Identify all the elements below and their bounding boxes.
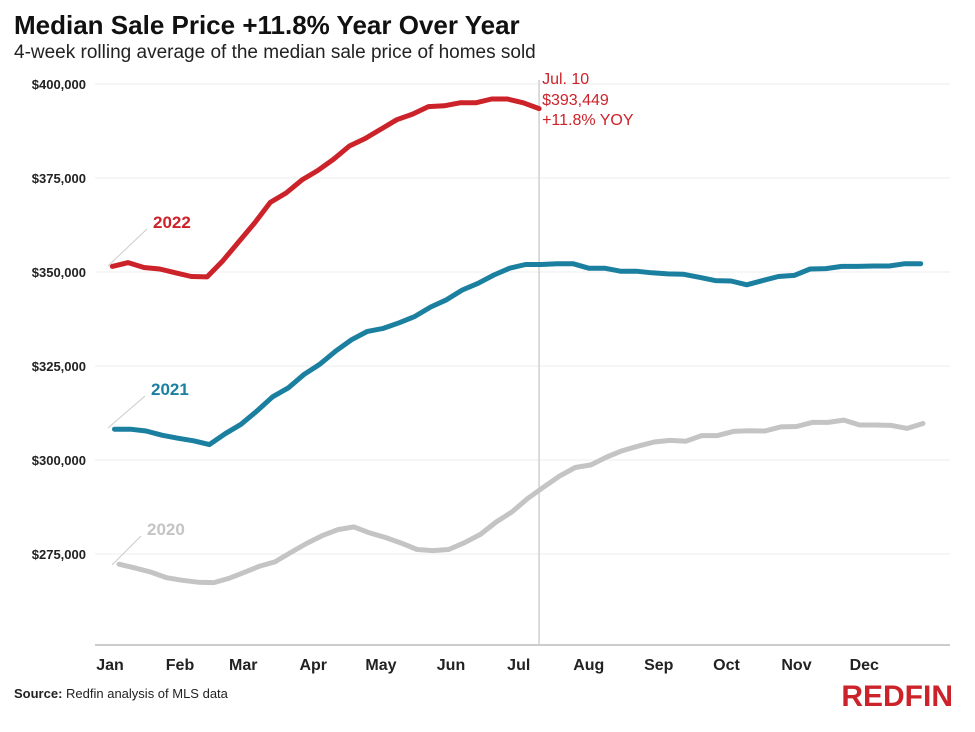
y-tick-label: $375,000 <box>32 171 86 186</box>
x-tick-label: Feb <box>166 657 195 674</box>
x-tick-label: Nov <box>781 657 811 674</box>
x-tick-label: Oct <box>713 657 740 674</box>
x-tick-label: Mar <box>229 657 257 674</box>
redfin-logo[interactable]: REDFIN <box>841 680 953 713</box>
annotation-change: +11.8% YOY <box>542 112 634 129</box>
annotation-date: Jul. 10 <box>542 71 589 88</box>
source-label: Source: <box>14 686 63 701</box>
x-tick-label: Aug <box>573 657 604 674</box>
x-tick-label: Jan <box>96 657 124 674</box>
y-tick-label: $350,000 <box>32 265 86 280</box>
series-label-2022: 2022 <box>153 213 191 232</box>
source-note: Source: Redfin analysis of MLS data <box>14 686 228 701</box>
x-tick-label: Sep <box>644 657 674 674</box>
y-tick-label: $300,000 <box>32 453 86 468</box>
series-label-leader <box>107 228 148 267</box>
series-label-leader <box>107 395 146 429</box>
chart-title: Median Sale Price +11.8% Year Over Year <box>14 10 520 40</box>
x-tick-label: Dec <box>850 657 879 674</box>
series-label-2021: 2021 <box>151 380 189 399</box>
x-tick-label: Jul <box>507 657 530 674</box>
annotation-value: $393,449 <box>542 92 609 109</box>
y-tick-label: $400,000 <box>32 77 86 92</box>
series-line-2022 <box>109 96 542 280</box>
series-label-leader <box>111 535 142 566</box>
series-line-2021 <box>112 261 924 448</box>
source-text: Redfin analysis of MLS data <box>66 686 228 701</box>
chart-subtitle: 4-week rolling average of the median sal… <box>14 42 536 63</box>
x-tick-label: May <box>365 657 396 674</box>
y-tick-label: $325,000 <box>32 359 86 374</box>
y-tick-label: $275,000 <box>32 547 86 562</box>
line-chart: $275,000 $300,000 $325,000 $350,000 $375,000… <box>32 71 950 674</box>
series-line-2020 <box>116 417 926 586</box>
x-tick-label: Apr <box>299 657 327 674</box>
x-tick-label: Jun <box>437 657 465 674</box>
series-label-2020: 2020 <box>147 520 185 539</box>
